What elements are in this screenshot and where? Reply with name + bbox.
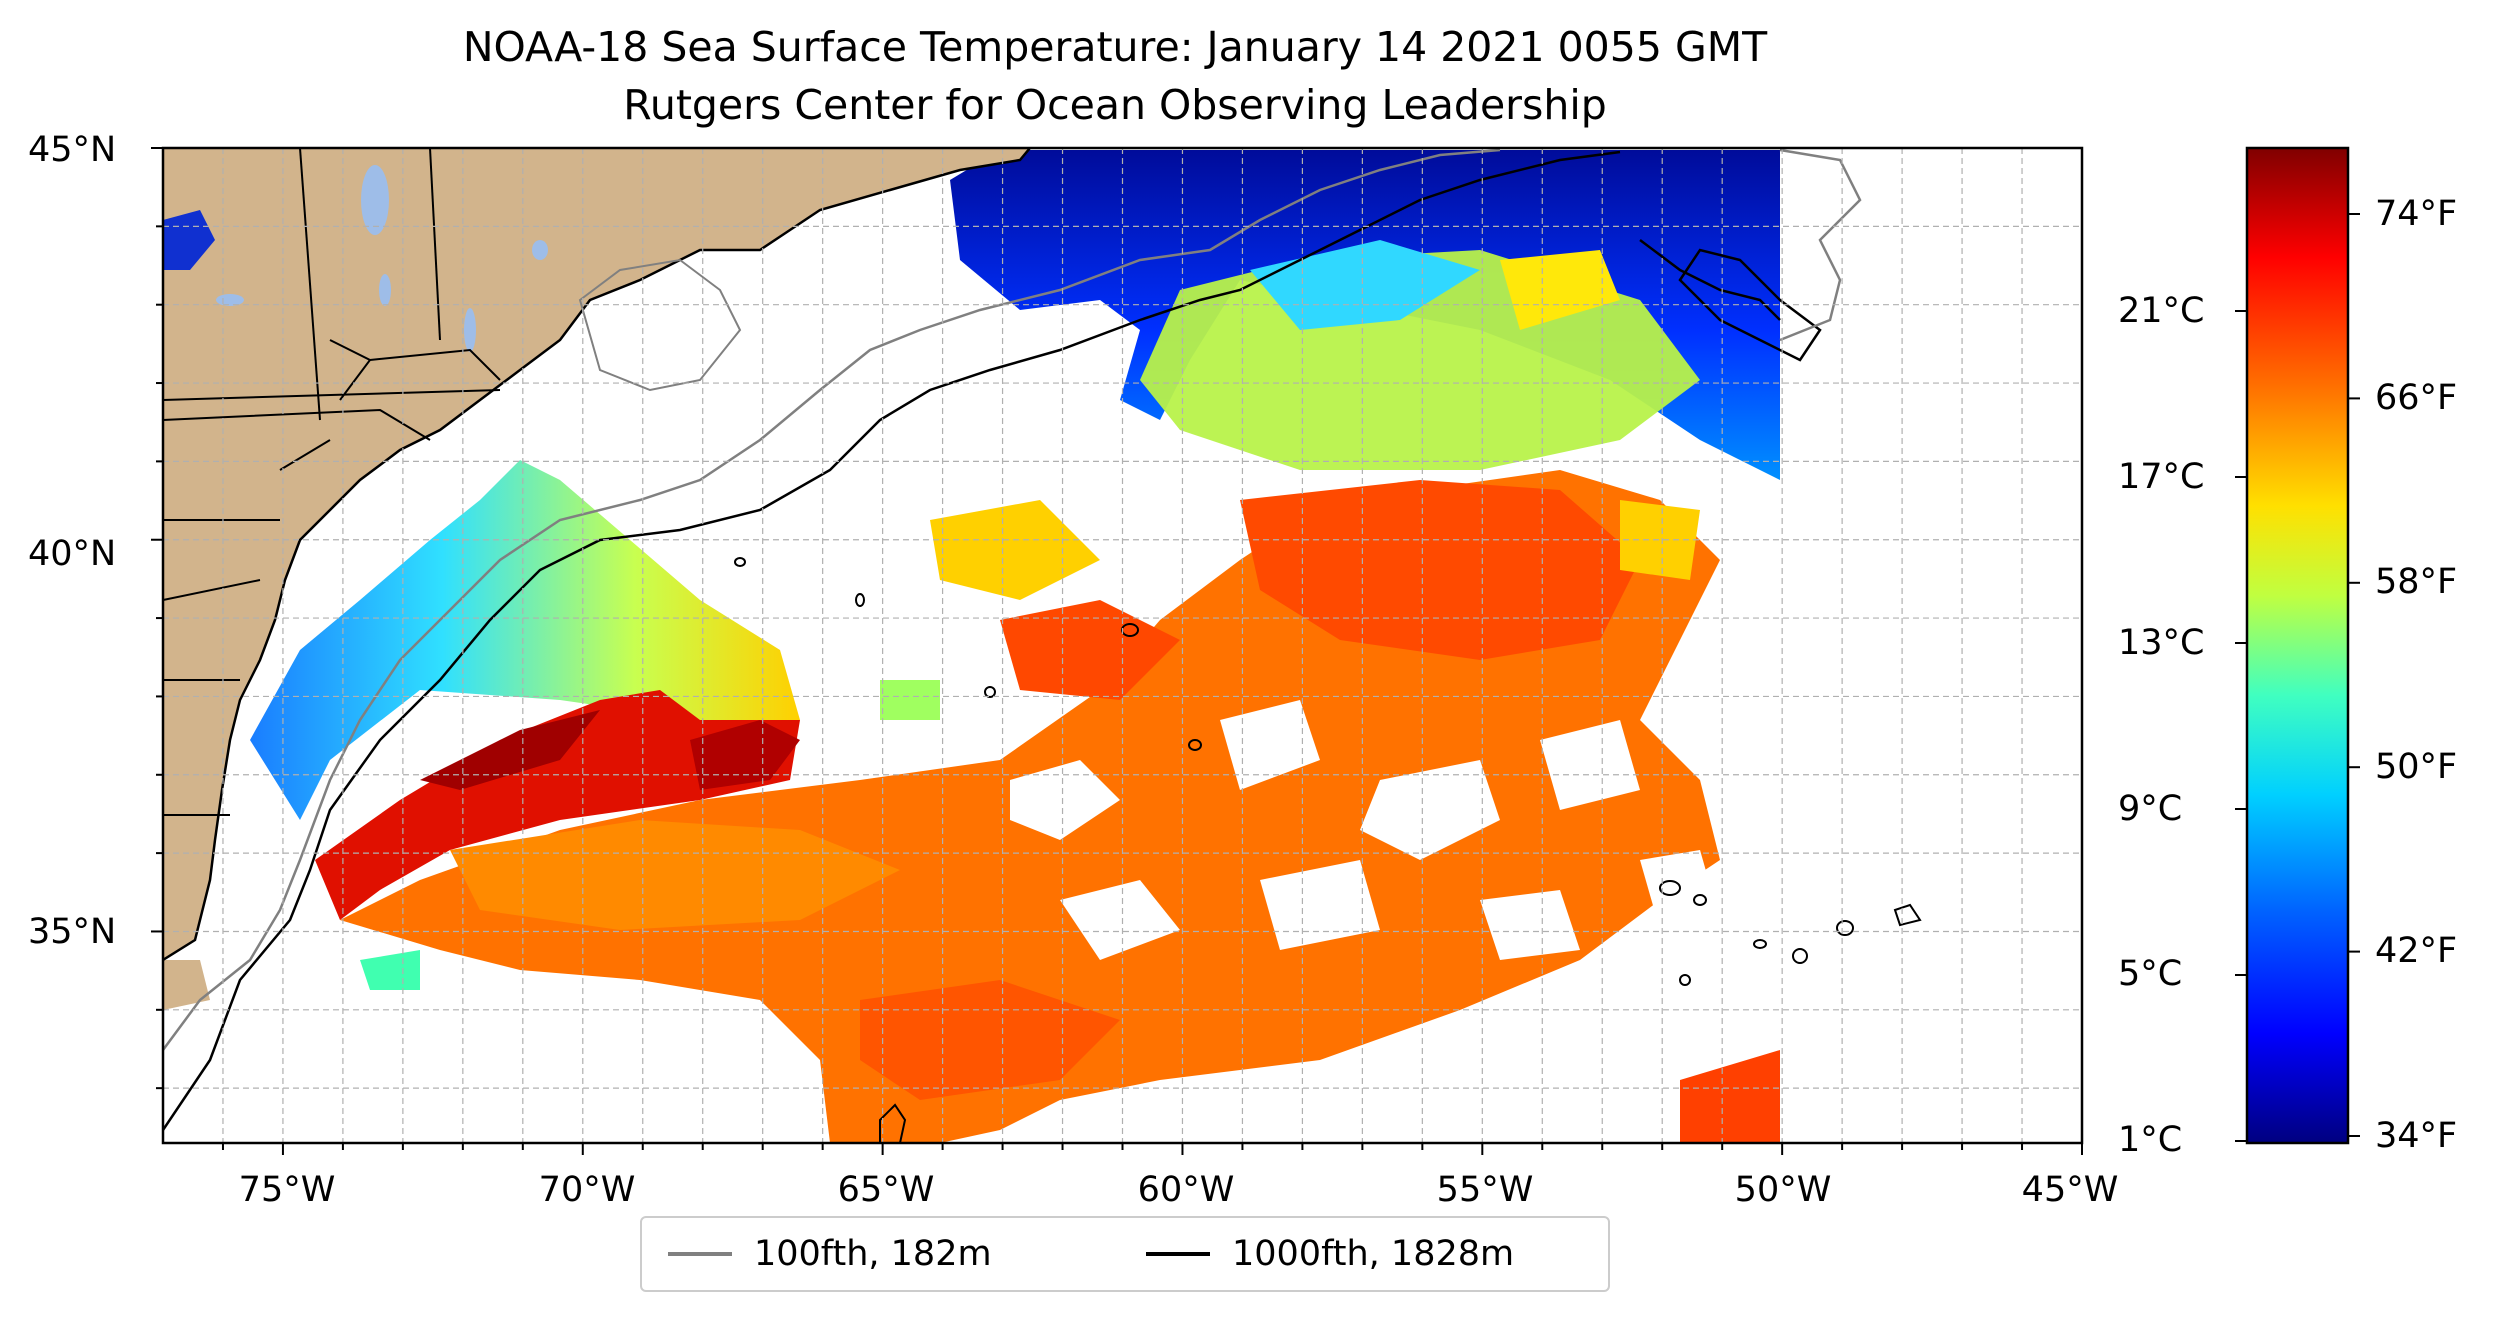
x-tick-label: 65°W [837,1170,935,1210]
x-tick-label: 55°W [1436,1170,1534,1210]
legend-swatch-gray-line [668,1252,732,1256]
colorbar-celsius-label: 5°C [2118,954,2183,994]
x-tick-label: 70°W [538,1170,636,1210]
y-tick-label: 35°N [28,912,117,952]
colorbar-celsius-label: 9°C [2118,789,2183,829]
isobath-100fth-bank [578,258,742,392]
gridlines [163,148,2082,1143]
legend-item-1000fth: 1000fth, 1828m [1146,1234,1514,1274]
y-tick-label: 45°N [28,130,117,170]
legend-swatch-black-line [1146,1252,1210,1256]
colorbar-fahrenheit-label: 50°F [2375,747,2458,787]
legend-label: 1000fth, 1828m [1232,1234,1515,1274]
colorbar-celsius-label: 17°C [2118,457,2205,497]
y-tick-label: 40°N [28,534,117,574]
coastline [163,148,1822,962]
legend-item-100fth: 100fth, 182m [668,1234,992,1274]
colorbar-fahrenheit-label: 58°F [2375,562,2458,602]
colorbar-fahrenheit-label: 42°F [2375,931,2458,971]
isobath-1000fth [163,150,1781,1131]
legend: 100fth, 182m 1000fth, 1828m [640,1216,1610,1292]
x-tick-label: 50°W [1734,1170,1832,1210]
map-tick-marks [151,147,2083,1155]
x-tick-label: 45°W [2021,1170,2119,1210]
colorbar-fahrenheit-label: 74°F [2375,194,2458,234]
colorbar-fahrenheit-label: 66°F [2375,378,2458,418]
colorbar-celsius-label: 1°C [2118,1120,2183,1160]
legend-label: 100fth, 182m [754,1234,992,1274]
chart-subtitle: Rutgers Center for Ocean Observing Leade… [623,81,1607,129]
colorbar-fahrenheit-label: 34°F [2375,1116,2458,1156]
isobath-100fth [163,148,1862,1051]
colorbar-celsius-label: 13°C [2118,623,2205,663]
colorbar-ticks [2235,213,2360,1142]
x-tick-label: 75°W [238,1170,336,1210]
land-layer [163,148,1030,1010]
seamounts [734,557,1922,1143]
colorbar [2245,146,2350,1145]
state-borders [163,148,501,816]
lakes [163,165,548,352]
chart-title: NOAA-18 Sea Surface Temperature: January… [462,23,1768,71]
colorbar-celsius-label: 21°C [2118,291,2205,331]
x-tick-label: 60°W [1137,1170,1235,1210]
